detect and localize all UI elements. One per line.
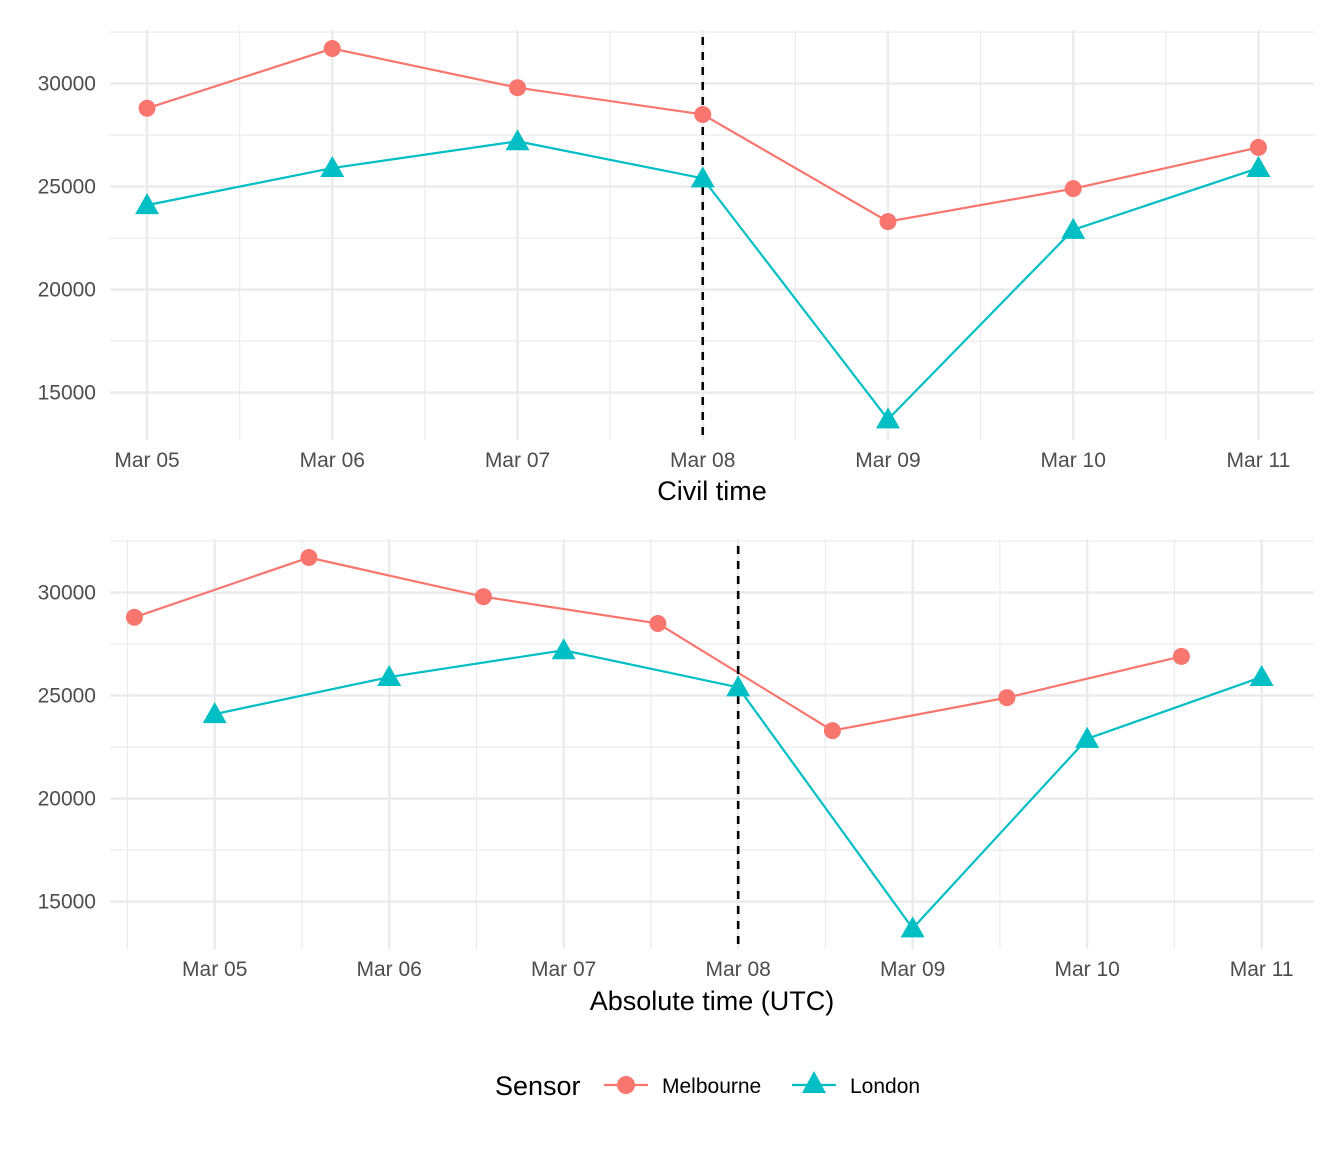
x-tick-label: Mar 09 xyxy=(855,449,920,472)
data-point-london xyxy=(320,156,345,178)
y-tick-label: 15000 xyxy=(38,382,96,405)
x-axis-title: Civil time xyxy=(657,476,767,506)
x-tick-label: Mar 10 xyxy=(1054,958,1119,981)
x-tick-label: Mar 11 xyxy=(1227,449,1291,472)
x-tick-label: Mar 05 xyxy=(182,958,247,981)
data-point-melbourne xyxy=(823,722,841,740)
x-tick-label: Mar 08 xyxy=(705,958,770,981)
data-point-london xyxy=(135,193,160,215)
data-point-melbourne xyxy=(474,588,492,606)
x-tick-label: Mar 07 xyxy=(485,449,550,472)
legend-title: Sensor xyxy=(495,1071,581,1101)
data-point-melbourne xyxy=(300,549,318,567)
legend-london-label: London xyxy=(850,1075,920,1098)
y-tick-label: 30000 xyxy=(38,73,96,96)
x-axis-title: Absolute time (UTC) xyxy=(590,986,835,1016)
y-tick-label: 20000 xyxy=(38,788,96,811)
y-tick-label: 30000 xyxy=(38,582,96,605)
data-point-london xyxy=(900,916,925,938)
data-point-melbourne xyxy=(125,608,143,626)
data-point-london xyxy=(505,129,530,151)
data-point-london xyxy=(726,675,751,697)
data-point-melbourne xyxy=(649,614,667,632)
x-tick-label: Mar 05 xyxy=(114,449,179,472)
x-tick-label: Mar 06 xyxy=(357,958,422,981)
absolute-time-panel: 15000 20000 25000 30000 Mar 05 Mar 06 Mar 07 Ma… xyxy=(38,539,1314,1016)
data-point-london xyxy=(1249,665,1274,687)
x-tick-label: Mar 11 xyxy=(1230,958,1294,981)
legend-melbourne-marker xyxy=(617,1076,635,1094)
y-tick-label: 25000 xyxy=(38,176,96,199)
civil-time-panel: 15000 20000 25000 30000 Mar 05 Mar 06 Mar 07 Ma… xyxy=(38,30,1314,506)
data-point-london xyxy=(1246,156,1271,178)
data-point-melbourne xyxy=(323,40,341,58)
legend-london-marker xyxy=(802,1071,826,1093)
data-point-london xyxy=(377,665,402,687)
x-tick-label: Mar 06 xyxy=(300,449,365,472)
data-point-melbourne xyxy=(509,79,527,97)
x-tick-label: Mar 07 xyxy=(531,958,596,981)
data-point-melbourne xyxy=(1172,647,1190,665)
data-point-melbourne xyxy=(694,105,712,123)
data-point-melbourne xyxy=(1249,138,1267,156)
y-tick-label: 25000 xyxy=(38,685,96,708)
legend-item-london: London xyxy=(792,1071,920,1098)
data-point-london xyxy=(1061,217,1086,239)
data-point-melbourne xyxy=(1064,180,1082,198)
data-point-melbourne xyxy=(879,213,897,231)
legend-melbourne-label: Melbourne xyxy=(662,1075,761,1098)
y-tick-label: 20000 xyxy=(38,279,96,302)
data-point-london xyxy=(1075,726,1100,748)
x-tick-label: Mar 10 xyxy=(1041,449,1106,472)
x-tick-label: Mar 08 xyxy=(670,449,735,472)
data-point-london xyxy=(551,638,576,660)
data-point-london xyxy=(202,702,227,724)
y-tick-label: 15000 xyxy=(38,891,96,914)
legend-item-melbourne: Melbourne xyxy=(604,1075,761,1098)
data-point-london xyxy=(690,166,715,188)
x-tick-label: Mar 09 xyxy=(880,958,945,981)
data-point-melbourne xyxy=(138,99,156,117)
data-point-london xyxy=(875,407,900,429)
data-point-melbourne xyxy=(998,689,1016,707)
legend: Sensor Melbourne London xyxy=(495,1071,920,1101)
